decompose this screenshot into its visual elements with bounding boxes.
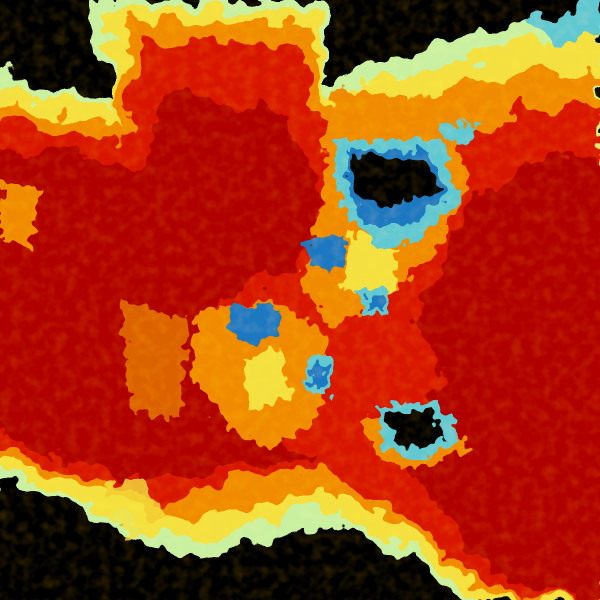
- radar-image: [0, 0, 600, 600]
- echo-speckle: [0, 0, 600, 600]
